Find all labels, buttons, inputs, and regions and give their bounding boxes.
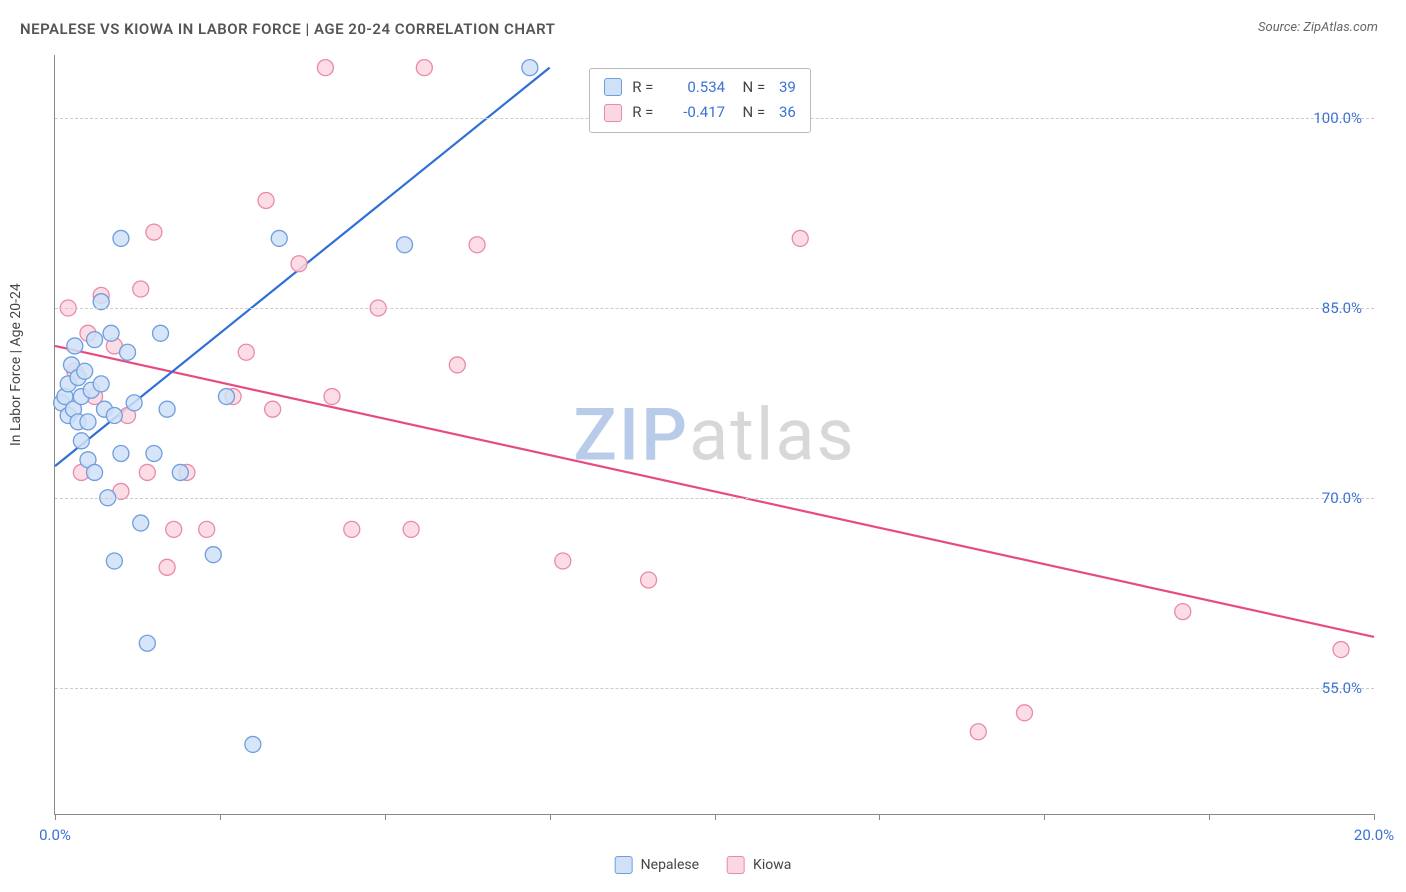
data-point (73, 433, 89, 449)
x-tick (1209, 814, 1210, 820)
data-point (113, 445, 129, 461)
stats-swatch (604, 104, 622, 122)
x-tick (385, 814, 386, 820)
data-point (1333, 642, 1349, 658)
data-point (555, 553, 571, 569)
data-point (265, 401, 281, 417)
legend-item: Nepalese (615, 856, 699, 874)
legend-swatch (615, 856, 633, 874)
plot-area: ZIPatlas 55.0%70.0%85.0%100.0%0.0%20.0%R… (54, 55, 1374, 815)
gridline-h (55, 498, 1374, 499)
data-point (324, 389, 340, 405)
x-tick-label: 20.0% (1354, 826, 1394, 844)
data-point (416, 60, 432, 76)
x-tick (220, 814, 221, 820)
data-point (87, 332, 103, 348)
data-point (317, 60, 333, 76)
data-point (133, 515, 149, 531)
data-point (199, 521, 215, 537)
data-point (258, 192, 274, 208)
data-point (103, 325, 119, 341)
stats-row: R = -0.417 N = 36 (604, 100, 796, 126)
stats-n-label: N = (735, 75, 769, 101)
data-point (238, 344, 254, 360)
plot-svg (55, 55, 1374, 814)
data-point (205, 547, 221, 563)
legend-label: Kiowa (753, 857, 791, 873)
y-tick-label: 70.0% (1322, 489, 1362, 507)
stats-n-value: 36 (779, 100, 796, 126)
stats-r-label: R = (632, 75, 657, 101)
data-point (970, 724, 986, 740)
data-point (87, 464, 103, 480)
data-point (146, 224, 162, 240)
y-tick-label: 85.0% (1322, 299, 1362, 317)
trend-line (55, 346, 1374, 637)
data-point (291, 256, 307, 272)
y-axis-title: In Labor Force | Age 20-24 (8, 283, 24, 446)
data-point (172, 464, 188, 480)
y-tick-label: 55.0% (1322, 679, 1362, 697)
legend-swatch (727, 856, 745, 874)
gridline-h (55, 308, 1374, 309)
data-point (139, 635, 155, 651)
source-label: Source: ZipAtlas.com (1258, 20, 1378, 35)
data-point (77, 363, 93, 379)
data-point (113, 230, 129, 246)
legend: Nepalese Kiowa (615, 856, 792, 874)
data-point (245, 736, 261, 752)
stats-swatch (604, 78, 622, 96)
chart-title: NEPALESE VS KIOWA IN LABOR FORCE | AGE 2… (20, 20, 555, 38)
data-point (126, 395, 142, 411)
data-point (159, 559, 175, 575)
x-tick (1374, 814, 1375, 820)
stats-n-label: N = (735, 100, 769, 126)
legend-item: Kiowa (727, 856, 791, 874)
x-tick (550, 814, 551, 820)
stats-r-value: 0.534 (667, 75, 725, 101)
data-point (792, 230, 808, 246)
data-point (449, 357, 465, 373)
stats-box: R = 0.534 N = 39R = -0.417 N = 36 (589, 68, 811, 133)
data-point (139, 464, 155, 480)
stats-row: R = 0.534 N = 39 (604, 75, 796, 101)
data-point (641, 572, 657, 588)
data-point (146, 445, 162, 461)
stats-r-value: -0.417 (667, 100, 725, 126)
data-point (120, 344, 136, 360)
x-tick (1044, 814, 1045, 820)
data-point (271, 230, 287, 246)
data-point (1175, 604, 1191, 620)
data-point (1016, 705, 1032, 721)
data-point (153, 325, 169, 341)
data-point (397, 237, 413, 253)
x-tick-label: 0.0% (39, 826, 71, 844)
stats-n-value: 39 (779, 75, 796, 101)
data-point (522, 60, 538, 76)
data-point (106, 408, 122, 424)
data-point (159, 401, 175, 417)
x-tick (715, 814, 716, 820)
y-tick-label: 100.0% (1313, 109, 1362, 127)
data-point (93, 376, 109, 392)
legend-label: Nepalese (641, 857, 699, 873)
data-point (166, 521, 182, 537)
data-point (403, 521, 419, 537)
chart-container: NEPALESE VS KIOWA IN LABOR FORCE | AGE 2… (0, 0, 1406, 892)
data-point (218, 389, 234, 405)
gridline-h (55, 688, 1374, 689)
data-point (106, 553, 122, 569)
data-point (133, 281, 149, 297)
x-tick (55, 814, 56, 820)
x-tick (879, 814, 880, 820)
data-point (344, 521, 360, 537)
data-point (469, 237, 485, 253)
stats-r-label: R = (632, 100, 657, 126)
data-point (80, 414, 96, 430)
data-point (67, 338, 83, 354)
